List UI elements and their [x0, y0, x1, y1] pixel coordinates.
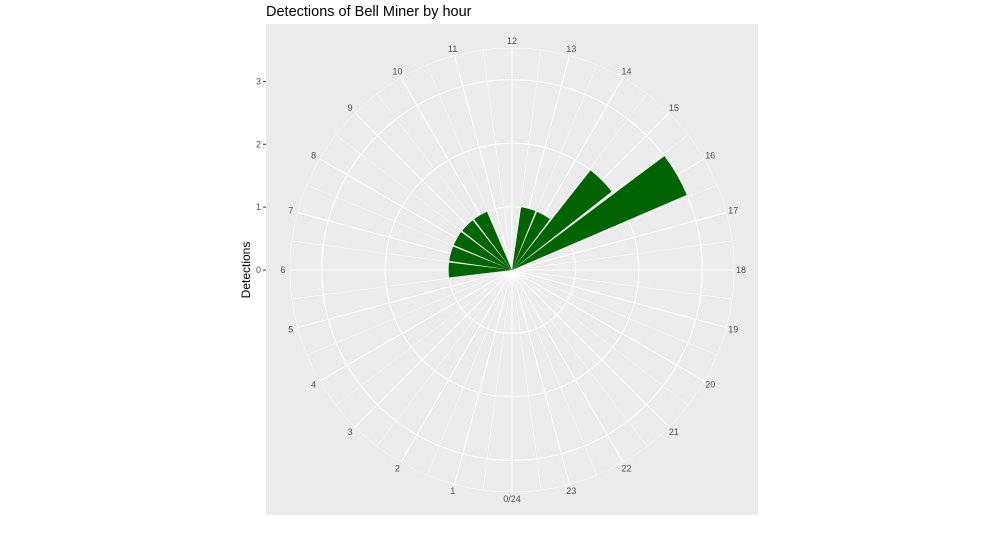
radial-gridline-major [319, 269, 513, 382]
radial-gridline-minor [426, 269, 513, 476]
y-tick-label: 3 [256, 76, 261, 86]
radial-gridline-minor [511, 269, 733, 300]
bar-hour-6 [448, 262, 512, 278]
hour-label: 1 [450, 486, 455, 496]
radial-gridline-major [454, 55, 513, 271]
radial-gridline-major [354, 269, 513, 428]
hour-label: 16 [705, 151, 715, 161]
radial-gridline-minor [511, 269, 598, 476]
radial-gridline-minor [376, 269, 513, 447]
radial-gridline-minor [511, 93, 648, 271]
hour-label: 6 [280, 265, 285, 275]
bar-hour-8 [453, 232, 512, 270]
bar-hour-14 [512, 211, 550, 270]
radial-gridline-major [454, 269, 513, 485]
radial-gridline-major [511, 269, 727, 328]
bars [448, 156, 687, 278]
radial-gridline-minor [511, 134, 689, 271]
radial-gridline-minor [291, 269, 513, 300]
bar-hour-10 [474, 211, 512, 270]
hour-label: 12 [507, 36, 517, 46]
hour-labels: 0/24123456789101112131415161718192021222… [280, 36, 746, 504]
radial-gridline-major [511, 269, 670, 428]
hour-label: 20 [705, 380, 715, 390]
radial-gridline-major [511, 269, 624, 463]
ring-gridline [321, 79, 703, 461]
radial-gridlines [290, 48, 734, 492]
radial-gridline-minor [291, 240, 513, 271]
y-axis-label: Detections [239, 242, 253, 299]
radial-gridline-minor [511, 269, 648, 447]
hour-label: 3 [348, 427, 353, 437]
hour-label: 2 [395, 463, 400, 473]
y-axis: 0 1 2 3 [256, 76, 266, 275]
radial-gridline-minor [511, 269, 718, 356]
hour-label: 8 [311, 151, 316, 161]
radial-gridline-major [511, 269, 570, 485]
y-tick-label: 2 [256, 139, 261, 149]
radial-gridline-minor [511, 184, 718, 271]
radial-gridline-major [400, 269, 513, 463]
circular-gridlines [289, 47, 735, 493]
hour-label: 14 [621, 67, 631, 77]
bar-hour-7 [449, 246, 512, 270]
radial-gridline-major [511, 212, 727, 271]
hour-label: 22 [621, 463, 631, 473]
radial-gridline-minor [306, 184, 513, 271]
hour-label: 11 [448, 44, 457, 54]
chart-title: Detections of Bell Miner by hour [266, 4, 472, 20]
bar-hour-9 [462, 220, 512, 270]
radial-gridline-minor [482, 49, 513, 271]
radial-gridline-major [297, 269, 513, 328]
hour-label: 4 [311, 380, 316, 390]
radial-gridline-major [511, 269, 705, 382]
hour-label: 19 [728, 324, 738, 334]
radial-gridline-minor [511, 269, 689, 406]
radial-gridline-minor [482, 269, 513, 491]
hour-label: 15 [669, 103, 679, 113]
ring-gridline [384, 142, 640, 398]
hour-label: 10 [392, 67, 402, 77]
radial-gridline-minor [511, 240, 733, 271]
hour-label: 5 [288, 324, 293, 334]
hour-label: 7 [288, 206, 293, 216]
radial-gridline-minor [335, 134, 513, 271]
hour-label: 17 [728, 206, 738, 216]
radial-gridline-minor [511, 64, 598, 271]
y-tick-label: 1 [256, 202, 261, 212]
hour-label: 13 [566, 44, 576, 54]
hour-label: 18 [736, 265, 746, 275]
y-tick-label: 0 [256, 265, 261, 275]
radial-gridline-minor [511, 269, 542, 491]
bar-hour-16 [512, 156, 687, 270]
hour-label: 9 [348, 103, 353, 113]
radial-gridline-minor [335, 269, 513, 406]
radial-gridline-minor [426, 64, 513, 271]
radial-gridline-minor [376, 93, 513, 271]
hour-label: 23 [566, 486, 576, 496]
bar-hour-13 [512, 207, 536, 270]
radial-gridline-minor [306, 269, 513, 356]
hour-label: 21 [669, 427, 679, 437]
ring-gridline-outer [289, 47, 735, 493]
radial-gridline-minor [511, 49, 542, 271]
bar-hour-15 [512, 170, 612, 270]
hour-label: 0/24 [503, 494, 521, 504]
